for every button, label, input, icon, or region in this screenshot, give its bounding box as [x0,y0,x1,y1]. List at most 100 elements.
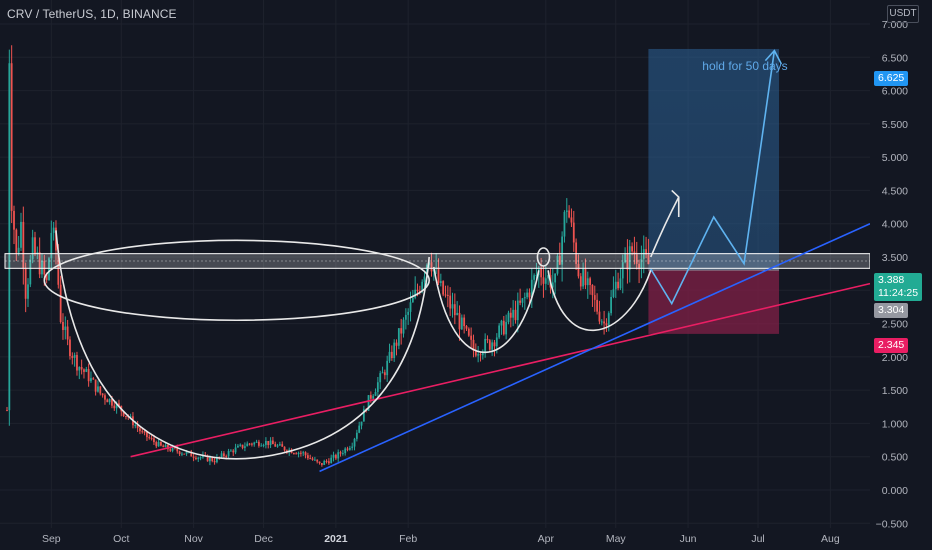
candle-body [551,282,554,288]
candle-body [437,267,440,283]
candle-body [299,452,302,454]
handle-curve-2 [547,270,652,332]
candle-body [85,369,88,372]
candle-body [269,440,272,446]
candle-body [62,322,64,331]
candle-body [267,440,270,446]
candle-body [115,403,118,409]
candle-body [467,328,470,336]
candle-body [603,321,606,324]
candle-body [106,399,109,403]
candle-body [568,210,571,218]
breakout-arrowhead [671,189,680,218]
handle-curve-1 [433,266,540,354]
candle-body [409,302,412,312]
candle-body [139,428,141,432]
candle-body [234,447,237,453]
candle-body [516,300,519,321]
stop-price-tag: 2.345 [874,338,909,353]
candle-body [355,432,358,439]
candle-body [402,319,405,334]
candle-body [337,452,340,459]
time-axis[interactable]: Sep Oct Nov Dec 2021 Feb Apr May Jun Jul Aug [42,533,840,545]
candle-body [99,386,102,394]
breakout-arrow [650,196,680,258]
candle-body [167,444,169,450]
candle-body [453,304,456,316]
candle-body [213,460,216,463]
time-tick-label: Nov [184,533,203,545]
candle-body [332,454,335,458]
candle-body [283,446,286,451]
candle-body [6,410,8,412]
candle-body [488,340,491,350]
candle-body [386,360,389,376]
candle-body [276,445,279,447]
candle-body [507,312,510,323]
candle-body [472,339,475,351]
candle-body [278,444,281,446]
candle-body [346,448,349,450]
candle-body [129,416,132,418]
candle-body [237,445,239,448]
candle-body [477,354,480,356]
candle-body [540,268,543,278]
candle-body [526,292,529,298]
candle-body [211,457,214,461]
price-tick-label: 4.500 [882,185,908,197]
last-price-value: 3.388 [878,274,905,286]
loss-zone [648,270,780,334]
candle-body [521,298,524,303]
candle-body [78,366,81,371]
candle-body [383,372,386,376]
candle-body [647,254,650,265]
handle-loop [536,247,551,267]
candle-body [13,210,15,230]
candle-body [589,278,592,285]
time-tick-label: Jun [680,533,697,545]
candle-body [479,354,482,356]
candle-body [258,441,260,446]
candle-body [470,335,473,340]
cup-curve [55,230,430,460]
long-position-tool[interactable] [648,48,780,334]
hold-annotation[interactable]: hold for 50 days [702,59,787,73]
candle-body [563,211,566,237]
candle-body [358,425,361,433]
candle-body [97,386,99,392]
candle-body [17,247,20,253]
candle-body [465,326,468,329]
candle-body [38,252,41,275]
candle-body [125,415,127,417]
candle-body [633,251,636,255]
candle-body [430,262,433,272]
candle-body [556,255,559,274]
candle-body [582,268,585,287]
time-tick-label: May [606,533,627,545]
candle-body [195,457,197,460]
candle-body [519,300,522,303]
candle-body [181,453,183,455]
candle-body [136,425,139,429]
candle-body [327,461,330,464]
candle-body [598,311,601,322]
candle-body [66,326,69,340]
candle-body [134,425,137,427]
candle-body [190,451,193,457]
candle-body [64,326,67,331]
candle-body [600,321,603,323]
candle-body [404,314,407,320]
candle-body [52,227,55,233]
drawings-layer[interactable] [4,49,871,473]
candle-body [10,63,13,211]
candle-body [528,292,531,298]
currency-unit-badge[interactable]: USDT [887,5,919,23]
candle-body [607,313,610,326]
candle-body [143,431,146,433]
candle-body [43,260,46,275]
candle-body [262,444,265,446]
candle-body [31,237,34,260]
candle-body [395,342,398,346]
chart-title: CRV / TetherUS, 1D, BINANCE [7,7,177,21]
